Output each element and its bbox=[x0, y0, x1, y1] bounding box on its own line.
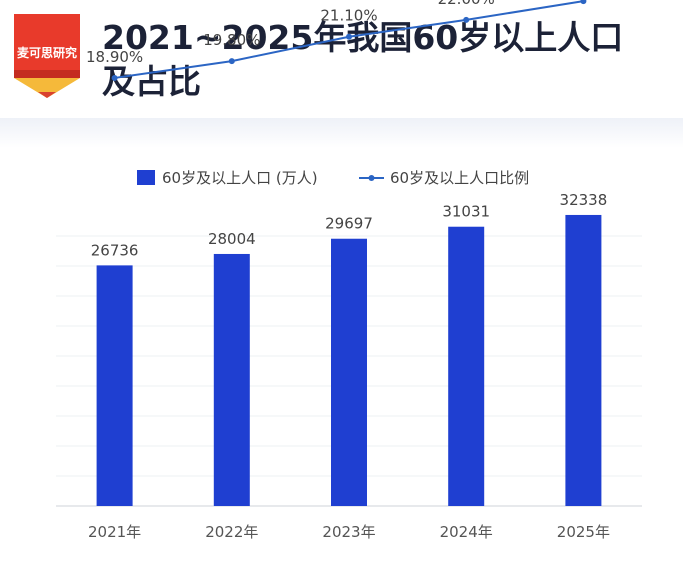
x-tick-label: 2025年 bbox=[557, 523, 610, 541]
x-axis: 2021年 2022年 2023年 2024年 2025年 bbox=[88, 523, 610, 541]
bar bbox=[213, 253, 250, 506]
logo-point bbox=[38, 92, 56, 98]
line-marker bbox=[346, 33, 352, 40]
bar-value-label: 29697 bbox=[325, 215, 373, 233]
x-tick-label: 2024年 bbox=[440, 523, 493, 541]
bar-value-label: 31031 bbox=[442, 203, 490, 221]
logo-text: 麦可思研究 bbox=[16, 46, 77, 60]
bar-value-label: 26736 bbox=[91, 241, 139, 259]
line-marker bbox=[228, 58, 235, 65]
bar-value-label: 32338 bbox=[560, 191, 608, 209]
line-marker bbox=[580, 0, 587, 5]
legend-bar-label: 60岁及以上人口 (万人) bbox=[162, 169, 318, 187]
line-value-label: 22.00% bbox=[438, 0, 495, 8]
x-tick-label: 2021年 bbox=[88, 523, 141, 541]
line-marker bbox=[111, 74, 118, 81]
x-tick-label: 2022年 bbox=[205, 523, 258, 541]
legend: 60岁及以上人口 (万人) 60岁及以上人口比例 bbox=[137, 169, 529, 187]
legend-line-marker bbox=[368, 175, 375, 181]
legend-bar-swatch bbox=[137, 170, 155, 185]
line-value-label: 19.80% bbox=[203, 31, 260, 49]
bar bbox=[448, 226, 485, 506]
line-series bbox=[111, 0, 587, 81]
data-labels: 26736 28004 29697 31031 32338 18.90% 19.80% 21.… bbox=[86, 0, 608, 259]
title-line-1: 2021~2025年我国60岁以上人口 bbox=[102, 18, 624, 57]
logo-band bbox=[14, 70, 80, 78]
line-value-label: 18.90% bbox=[86, 48, 143, 66]
header-divider-band bbox=[0, 118, 683, 148]
x-tick-label: 2023年 bbox=[322, 523, 375, 541]
logo-tip bbox=[14, 78, 80, 98]
bar bbox=[96, 265, 133, 506]
bar bbox=[331, 238, 367, 507]
logo: 麦可思研究 bbox=[10, 14, 84, 98]
page-title: 2021~2025年我国60岁以上人口 及占比 bbox=[102, 16, 662, 104]
bar-value-label: 28004 bbox=[208, 230, 256, 248]
line-marker bbox=[463, 16, 470, 23]
logo-body bbox=[14, 14, 80, 70]
logo-pencil-icon bbox=[14, 14, 80, 98]
line-value-label: 21.10% bbox=[320, 7, 377, 25]
bar bbox=[565, 214, 602, 506]
bar-series bbox=[96, 214, 602, 507]
legend-line-label: 60岁及以上人口比例 bbox=[390, 169, 529, 187]
